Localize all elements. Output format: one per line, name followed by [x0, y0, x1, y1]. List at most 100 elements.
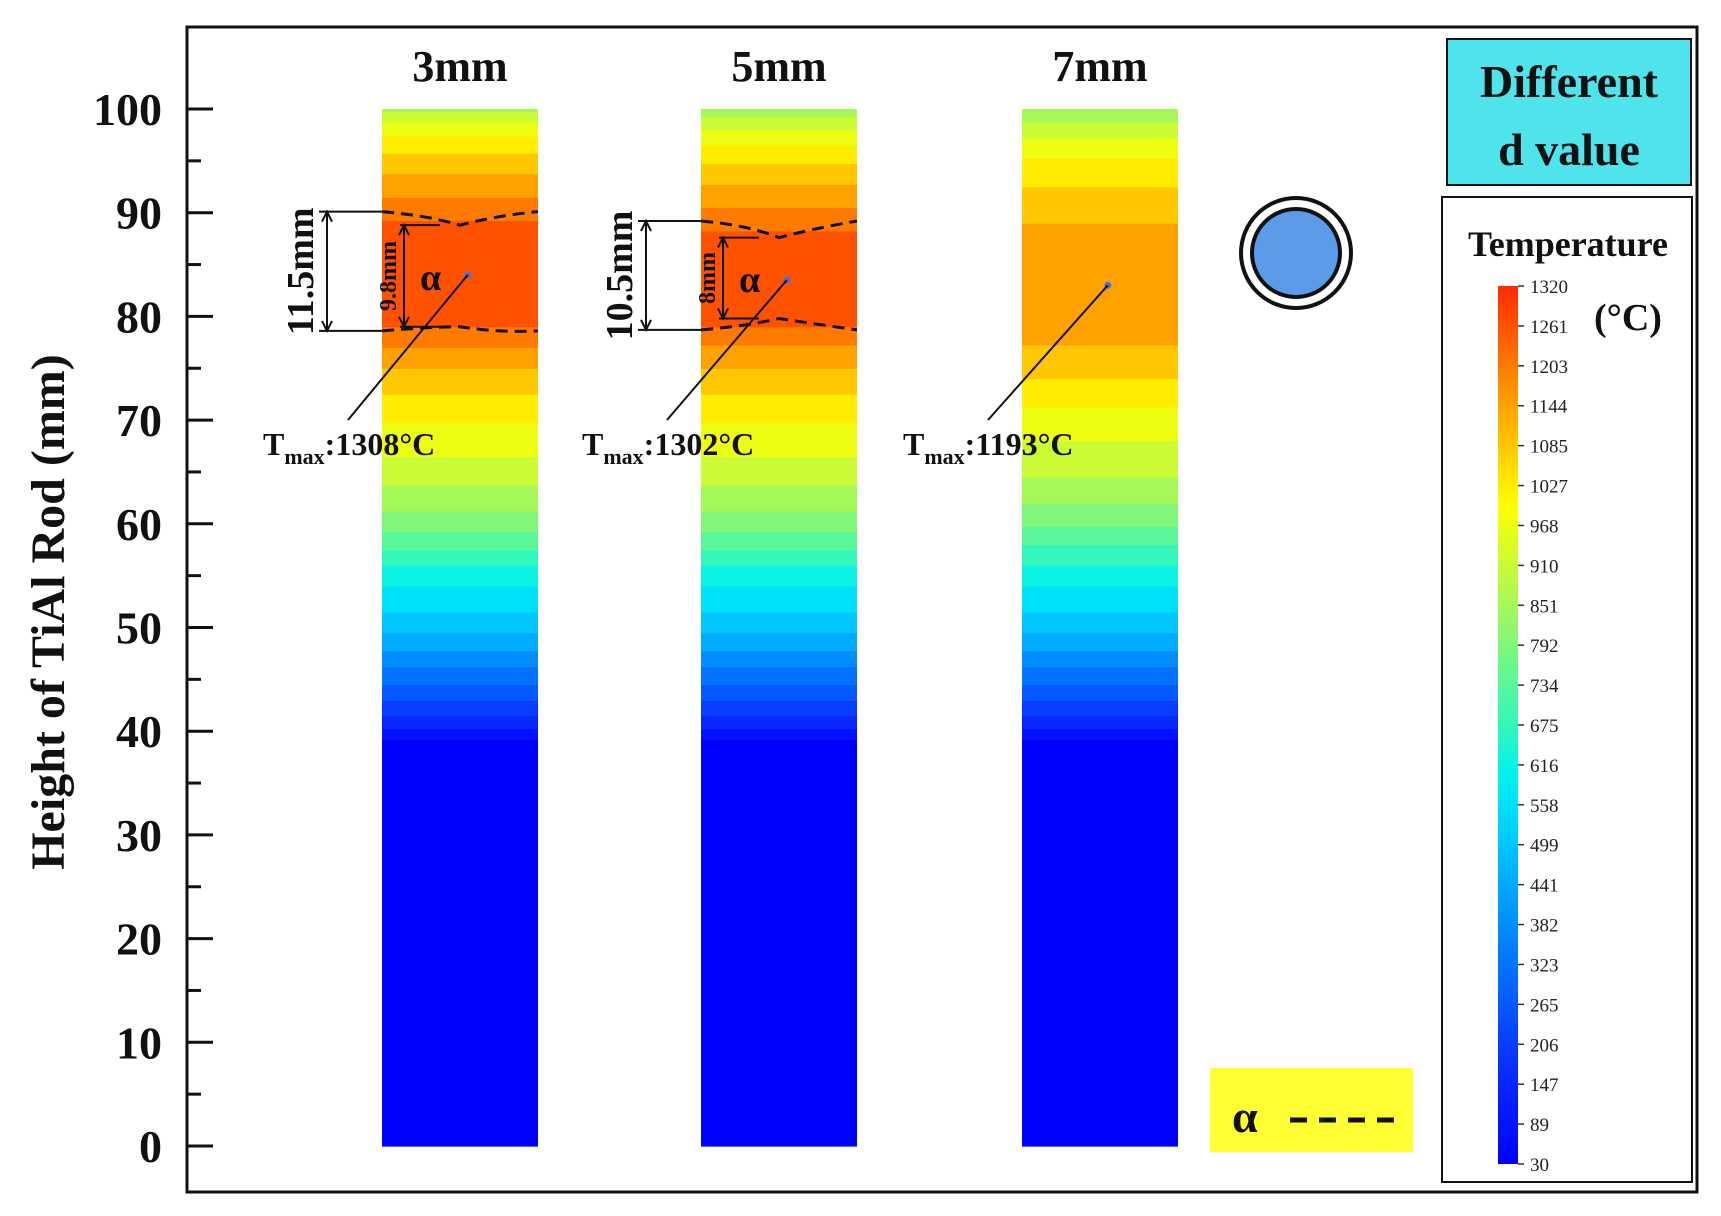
rod-band: [701, 671, 857, 675]
rod-band: [382, 1000, 538, 1005]
rod-band: [1022, 290, 1178, 294]
rod-band: [1022, 891, 1178, 896]
rod-band: [1022, 331, 1178, 336]
rod-band: [1022, 531, 1178, 535]
rod-band: [1022, 513, 1178, 517]
dim-arrowheads: [398, 222, 410, 330]
rod-band: [382, 884, 538, 888]
rod-band: [382, 269, 538, 273]
rod-band: [701, 985, 857, 989]
rod-band: [701, 1140, 857, 1145]
rod-band: [1022, 977, 1178, 981]
rod-band: [1022, 479, 1178, 483]
rod-band: [382, 790, 538, 795]
colorbar-tick-label: 89: [1530, 1115, 1549, 1136]
rod-band: [701, 832, 857, 836]
rod-band: [1022, 1088, 1178, 1093]
alpha-boundary-bottom: [381, 325, 539, 333]
rod-band: [701, 464, 857, 468]
rod-band: [701, 1011, 857, 1015]
colorbar-tick-label: 30: [1530, 1155, 1549, 1176]
rod-band: [701, 272, 857, 276]
rod-band: [1022, 407, 1178, 411]
rod-band: [701, 614, 857, 618]
rod-band: [382, 627, 538, 631]
rod-band: [1022, 611, 1178, 616]
rod-band: [382, 163, 538, 167]
colorbar-tick-label: 1261: [1530, 317, 1568, 338]
rod-band: [382, 194, 538, 198]
rod-band: [382, 1039, 538, 1043]
rod-band: [1022, 1135, 1178, 1139]
rod-band: [382, 977, 538, 981]
y-tick-label: 90: [116, 188, 162, 239]
rod-band: [382, 539, 538, 543]
rod-band: [701, 565, 857, 569]
rod-band: [382, 928, 538, 932]
rod-band: [1022, 137, 1178, 141]
rod-band: [701, 920, 857, 924]
rod-band: [382, 814, 538, 818]
colorbar-title: Temperature: [1468, 224, 1668, 264]
rod-band: [1022, 681, 1178, 686]
dim-arrowheads: [321, 209, 333, 334]
rod-band: [701, 303, 857, 307]
rod-band: [701, 910, 857, 914]
rod-band: [701, 207, 857, 211]
rod-band: [701, 363, 857, 367]
rod-band: [382, 643, 538, 647]
rod-band: [1022, 980, 1178, 984]
rod-band: [1022, 920, 1178, 924]
rod-band: [382, 570, 538, 574]
rod-band: [1022, 391, 1178, 395]
rod-band: [701, 827, 857, 831]
rod-band: [1022, 414, 1178, 419]
rod-band: [1022, 230, 1178, 235]
rod-band: [701, 591, 857, 595]
rod-band: [1022, 785, 1178, 789]
rod-band: [1022, 824, 1178, 828]
rod-band: [1022, 412, 1178, 416]
rod-band: [1022, 902, 1178, 906]
rod-band: [382, 840, 538, 844]
rod-band: [1022, 417, 1178, 421]
rod-band: [1022, 1047, 1178, 1051]
rod-band: [382, 588, 538, 592]
rod-band: [382, 464, 538, 468]
rod-band: [1022, 777, 1178, 782]
rod-band: [382, 604, 538, 608]
rod-band: [1022, 715, 1178, 719]
rod-band: [701, 427, 857, 432]
rod-band: [701, 508, 857, 512]
rod-band: [1022, 736, 1178, 740]
rod-band: [701, 917, 857, 922]
alpha-boundary-top: [381, 210, 539, 227]
rod-band: [382, 648, 538, 652]
rod-band: [1022, 453, 1178, 457]
rod-band: [1022, 446, 1178, 450]
rod-band: [701, 700, 857, 704]
rod-band: [382, 497, 538, 502]
rod-band: [382, 147, 538, 152]
rod-band: [382, 803, 538, 807]
rod-band: [1022, 899, 1178, 903]
rod-band: [1022, 894, 1178, 898]
rod-band: [701, 140, 857, 144]
rod-band: [382, 969, 538, 973]
rod-band: [1022, 1091, 1178, 1095]
rod-band: [1022, 588, 1178, 592]
rod-band: [382, 166, 538, 170]
rod-band: [382, 303, 538, 307]
rod-band: [701, 435, 857, 439]
rod-band: [1022, 409, 1178, 413]
rod-band: [1022, 700, 1178, 704]
rod-band: [382, 521, 538, 525]
rod-band: [1022, 386, 1178, 390]
rod-band: [1022, 300, 1178, 305]
rod-band: [1022, 166, 1178, 170]
rod-band: [1022, 557, 1178, 561]
rod-band: [1022, 1083, 1178, 1087]
rod-band: [382, 471, 538, 476]
rod-band: [382, 1135, 538, 1139]
rod-band: [701, 863, 857, 867]
